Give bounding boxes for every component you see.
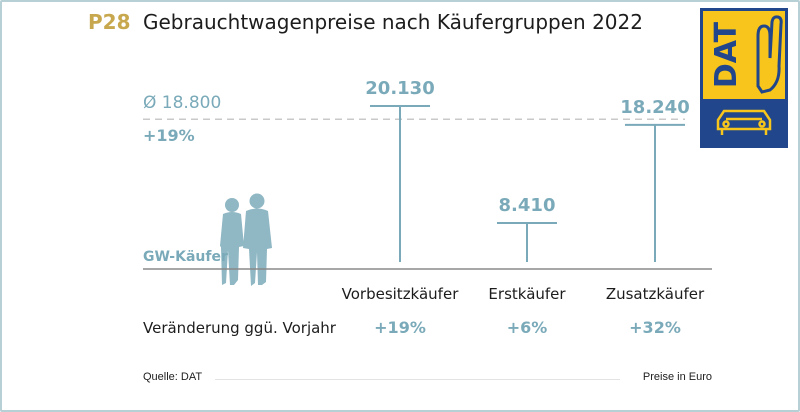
baseline-label: GW-Käufer <box>143 249 228 265</box>
change-value-label: +6% <box>506 318 548 337</box>
chart-code: P28 <box>88 10 131 34</box>
change-value-label: +32% <box>629 318 681 337</box>
source-note: Quelle: DAT <box>143 371 203 383</box>
bar-value-label: 20.130 <box>365 78 435 99</box>
bars-group <box>370 105 685 262</box>
dat-logo: DAT <box>700 8 788 148</box>
average-change-label: +19% <box>143 126 195 145</box>
category-label: Vorbesitzkäufer <box>341 285 459 303</box>
average-value-label: Ø 18.800 <box>143 93 222 113</box>
car-icon <box>716 109 772 135</box>
footer-divider <box>215 379 620 380</box>
bar-value-label: 8.410 <box>498 194 556 216</box>
logo-text: DAT <box>709 21 744 88</box>
chart-title: Gebrauchtwagenpreise nach Käufergruppen … <box>143 10 643 34</box>
change-row-label: Veränderung ggü. Vorjahr <box>143 319 336 337</box>
category-label: Erstkäufer <box>488 285 566 303</box>
bar-value-label: 18.240 <box>620 96 690 118</box>
hand-icon <box>756 15 783 94</box>
category-label: Zusatzkäufer <box>605 285 705 303</box>
buyers-silhouette-icon <box>220 193 272 286</box>
change-value-label: +19% <box>374 318 426 337</box>
units-note: Preise in Euro <box>642 371 712 383</box>
